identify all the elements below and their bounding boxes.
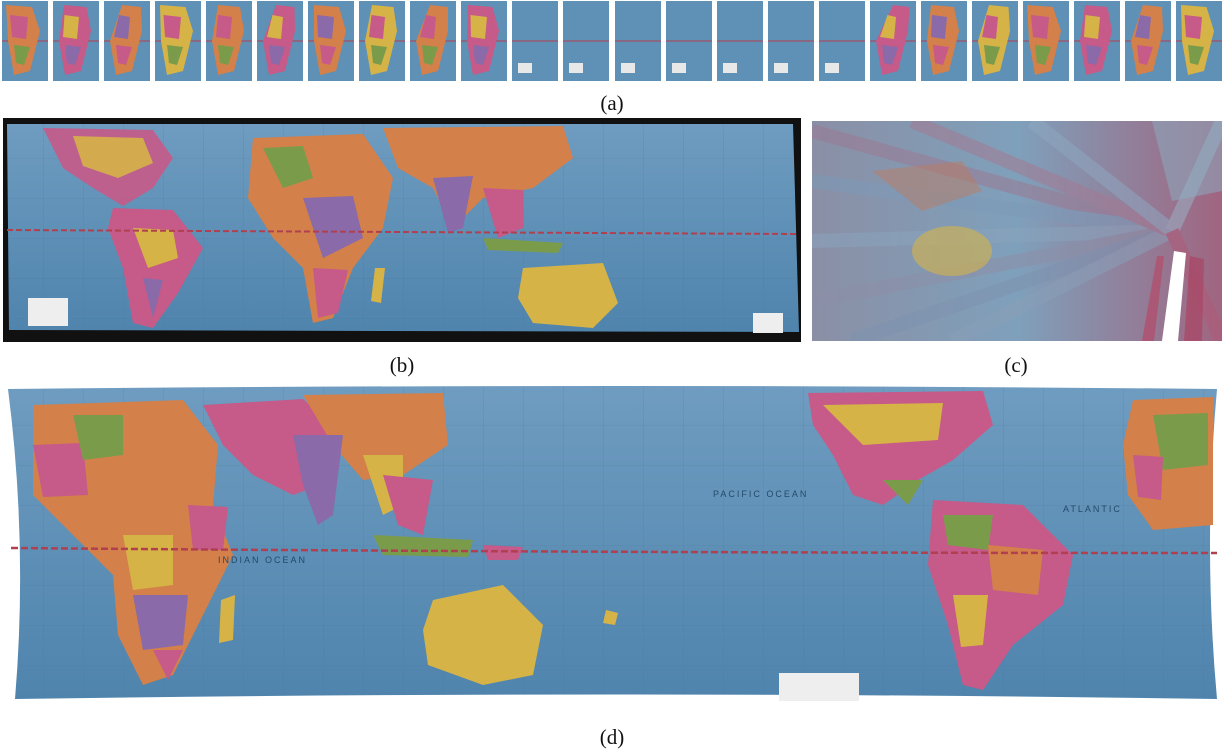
thumbnail-frame [666,1,712,81]
panorama-c-image [812,121,1222,341]
caption-b: (b) [389,353,415,377]
thumbnail-frame [972,1,1018,81]
panorama-c [812,121,1222,341]
thumbnail-strip [0,0,1225,84]
panorama-b-image [6,124,800,333]
thumbnail-frame [870,1,916,81]
thumbnail-frame [410,1,456,81]
panorama-b [3,118,801,342]
label-pacific: PACIFIC OCEAN [713,489,808,499]
thumbnail-frame [563,1,609,81]
thumbnail-frame [1023,1,1069,81]
thumbnail-frame [512,1,558,81]
thumbnail-frame [1176,1,1222,81]
panorama-d: PACIFIC OCEAN ATLANTIC INDIAN OCEAN [3,385,1222,703]
label-atlantic: ATLANTIC [1063,504,1122,514]
thumbnail-frame [717,1,763,81]
thumbnail-frame [155,1,201,81]
caption-d: (d) [599,725,625,749]
thumbnail-frame [2,1,48,81]
caption-a: (a) [600,91,624,115]
thumbnail-frame [308,1,354,81]
thumbnail-frame [359,1,405,81]
caption-c: (c) [1004,353,1028,377]
thumbnail-frame [921,1,967,81]
thumbnail-frame [53,1,99,81]
thumbnail-frame [1125,1,1171,81]
thumbnail-frame [257,1,303,81]
thumbnail-frame [768,1,814,81]
thumbnail-frame [206,1,252,81]
panorama-d-image: PACIFIC OCEAN ATLANTIC INDIAN OCEAN [8,386,1218,701]
thumbnail-frame [819,1,865,81]
label-indian: INDIAN OCEAN [218,555,307,565]
thumbnail-frame [461,1,507,81]
thumbnail-frame [104,1,150,81]
thumbnail-frame [1074,1,1120,81]
thumbnail-frame [615,1,661,81]
